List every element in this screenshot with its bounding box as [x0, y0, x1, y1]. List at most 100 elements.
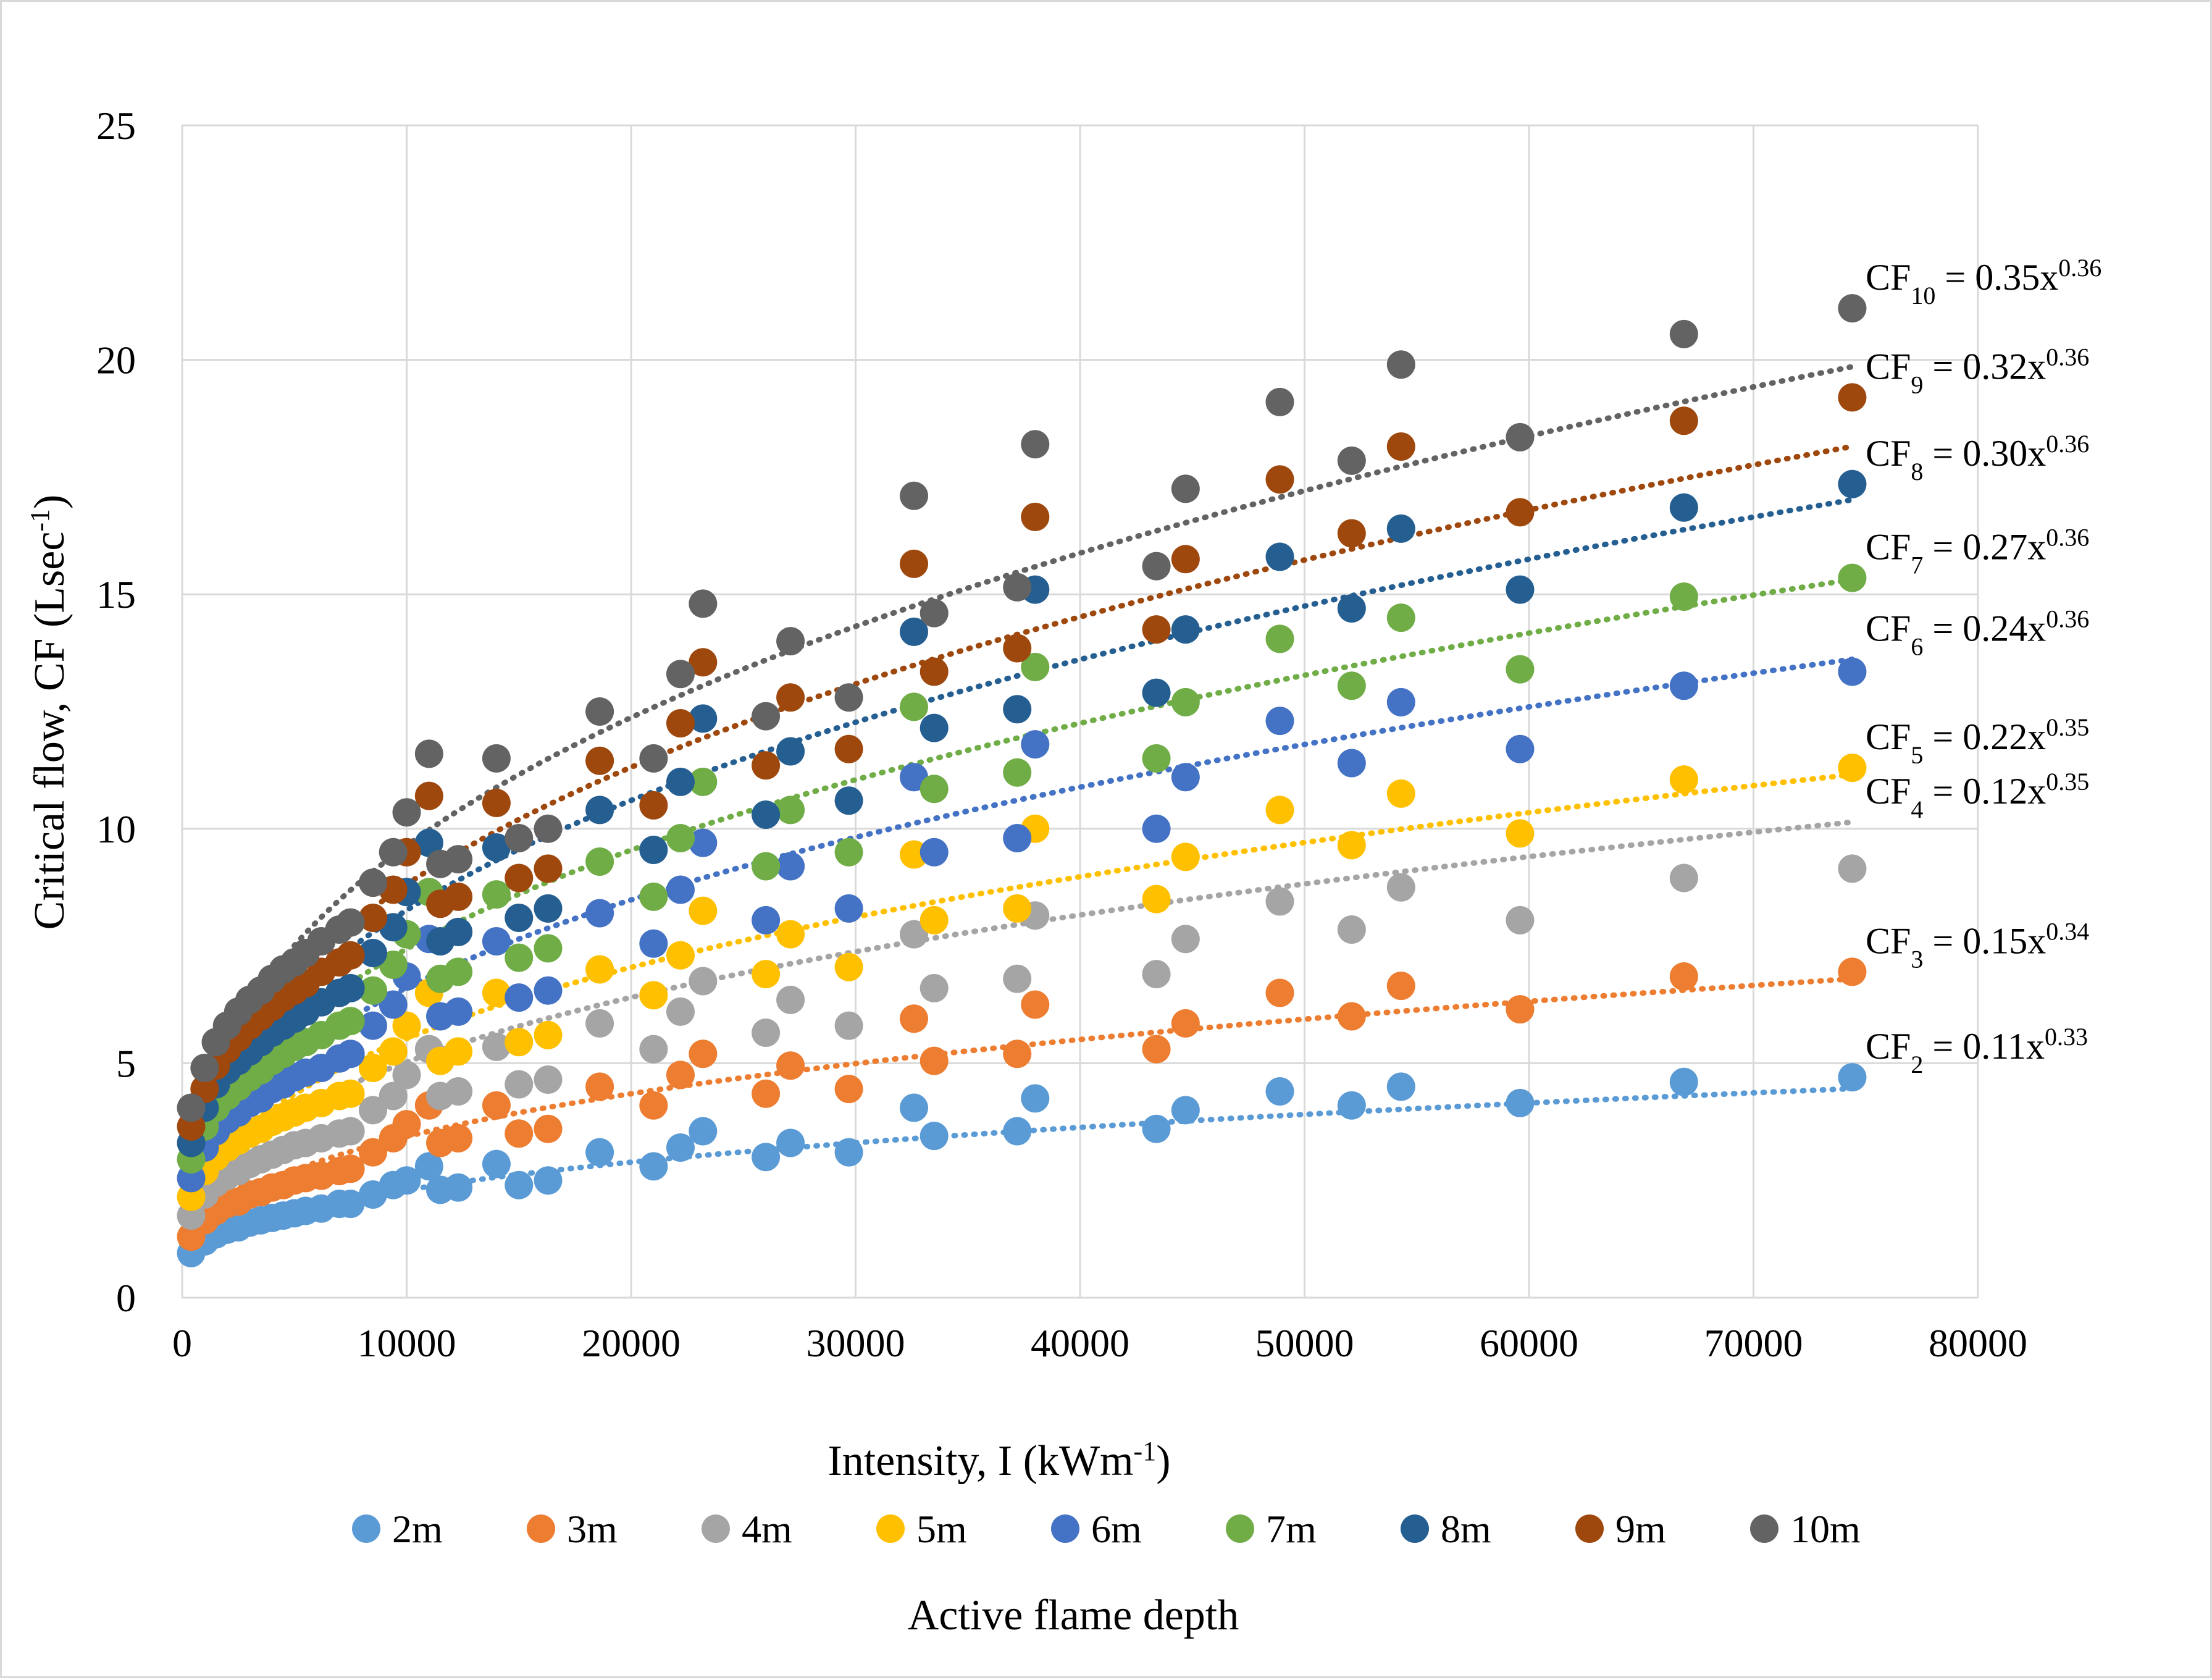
x-tick-label: 40000	[1031, 1321, 1129, 1365]
point-6m	[505, 983, 534, 1012]
point-10m	[1003, 573, 1032, 602]
point-4m	[1265, 887, 1294, 916]
point-8m	[1506, 575, 1535, 604]
point-2m	[392, 1166, 421, 1195]
y-tick-label: 15	[96, 573, 136, 616]
point-4m	[752, 1018, 781, 1048]
point-9m	[776, 683, 805, 712]
point-9m	[1838, 383, 1867, 412]
point-7m	[505, 943, 534, 972]
legend-marker	[352, 1514, 380, 1543]
point-10m	[482, 744, 511, 773]
point-2m	[1337, 1091, 1366, 1120]
legend-item-10m: 10m	[1750, 1507, 1861, 1551]
point-3m	[639, 1091, 668, 1120]
equation-label-9m: CF9 = 0.32x0.36	[1866, 343, 2089, 398]
point-4m	[1171, 925, 1200, 954]
point-9m	[1265, 465, 1294, 494]
eq-rest: = 0.22x	[1923, 716, 2046, 757]
point-8m	[1171, 615, 1200, 644]
axes: 0 10000 20000 30000 40000 50000 60000 70000 8000…	[96, 104, 2027, 1365]
point-2m	[1386, 1072, 1415, 1101]
equation-label-8m: CF8 = 0.30x0.36	[1866, 429, 2089, 485]
point-2m	[1171, 1096, 1200, 1125]
point-6m	[1265, 707, 1294, 736]
point-6m	[1337, 749, 1366, 778]
point-7m	[585, 847, 614, 876]
point-3m	[900, 1004, 929, 1033]
legend-label: 6m	[1091, 1507, 1142, 1551]
point-6m	[666, 875, 695, 904]
point-8m	[1337, 594, 1366, 623]
point-7m	[900, 692, 929, 721]
point-3m	[1003, 1040, 1032, 1069]
point-5m	[1265, 796, 1294, 825]
point-2m	[639, 1152, 668, 1181]
equation-label-2m: CF2 = 0.11x0.33	[1866, 1023, 2088, 1078]
point-5m	[1337, 831, 1366, 860]
point-3m	[1386, 972, 1415, 1001]
point-2m	[834, 1138, 863, 1167]
point-6m	[1669, 671, 1698, 700]
point-6m	[689, 828, 718, 857]
point-5m	[1506, 819, 1535, 848]
point-6m	[336, 1040, 365, 1069]
point-5m	[505, 1028, 534, 1057]
point-7m	[1021, 652, 1050, 681]
equation-label-5m: CF5 = 0.22x0.35	[1866, 713, 2089, 769]
legend-item-8m: 8m	[1401, 1507, 1491, 1551]
point-5m	[1171, 842, 1200, 872]
legend-label: 3m	[567, 1507, 618, 1551]
equation-label-6m: CF6 = 0.24x0.36	[1866, 605, 2089, 660]
point-7m	[776, 796, 805, 825]
legend-item-3m: 3m	[527, 1507, 618, 1551]
point-5m	[639, 981, 668, 1010]
y-axis-title-tail: )	[26, 495, 73, 509]
point-7m	[1337, 671, 1366, 700]
point-2m	[414, 1152, 443, 1181]
point-7m	[1265, 624, 1294, 653]
point-9m	[920, 657, 949, 686]
point-4m	[505, 1070, 534, 1099]
eq-sub: 8	[1911, 457, 1923, 485]
y-tick-label: 5	[116, 1041, 136, 1085]
point-3m	[776, 1051, 805, 1080]
point-4m	[534, 1065, 563, 1094]
point-2m	[1021, 1084, 1050, 1113]
point-5m	[444, 1037, 473, 1066]
point-8m	[414, 828, 443, 857]
point-7m	[358, 976, 387, 1005]
point-9m	[1506, 498, 1535, 527]
point-3m	[920, 1046, 949, 1075]
point-5m	[666, 941, 695, 970]
point-2m	[534, 1166, 563, 1195]
x-axis-title-sup: -1	[1134, 1436, 1157, 1466]
eq-sub: 10	[1911, 282, 1935, 309]
point-2m	[585, 1138, 614, 1167]
point-6m	[358, 1011, 387, 1040]
point-7m	[834, 838, 863, 867]
point-6m	[1021, 730, 1050, 759]
point-2m	[1669, 1067, 1698, 1096]
eq-rest: = 0.12x	[1923, 771, 2046, 812]
point-10m	[177, 1093, 206, 1122]
point-3m	[1171, 1009, 1200, 1038]
legend-marker	[1226, 1514, 1254, 1543]
eq-sup: 0.36	[2046, 429, 2089, 457]
eq-rest: = 0.32x	[1923, 346, 2046, 387]
point-4m	[1506, 905, 1535, 934]
eq-sup: 0.36	[2046, 605, 2089, 632]
point-3m	[1838, 957, 1867, 986]
point-5m	[392, 1011, 421, 1040]
point-10m	[1838, 294, 1867, 323]
point-6m	[534, 976, 563, 1005]
point-6m	[776, 852, 805, 881]
point-3m	[1021, 990, 1050, 1019]
point-9m	[414, 781, 443, 810]
legend-item-2m: 2m	[352, 1507, 443, 1551]
point-8m	[752, 800, 781, 830]
legend-label: 5m	[916, 1507, 967, 1551]
point-8m	[1838, 469, 1867, 498]
trendline-10m	[188, 364, 1855, 1159]
point-5m	[534, 1020, 563, 1049]
